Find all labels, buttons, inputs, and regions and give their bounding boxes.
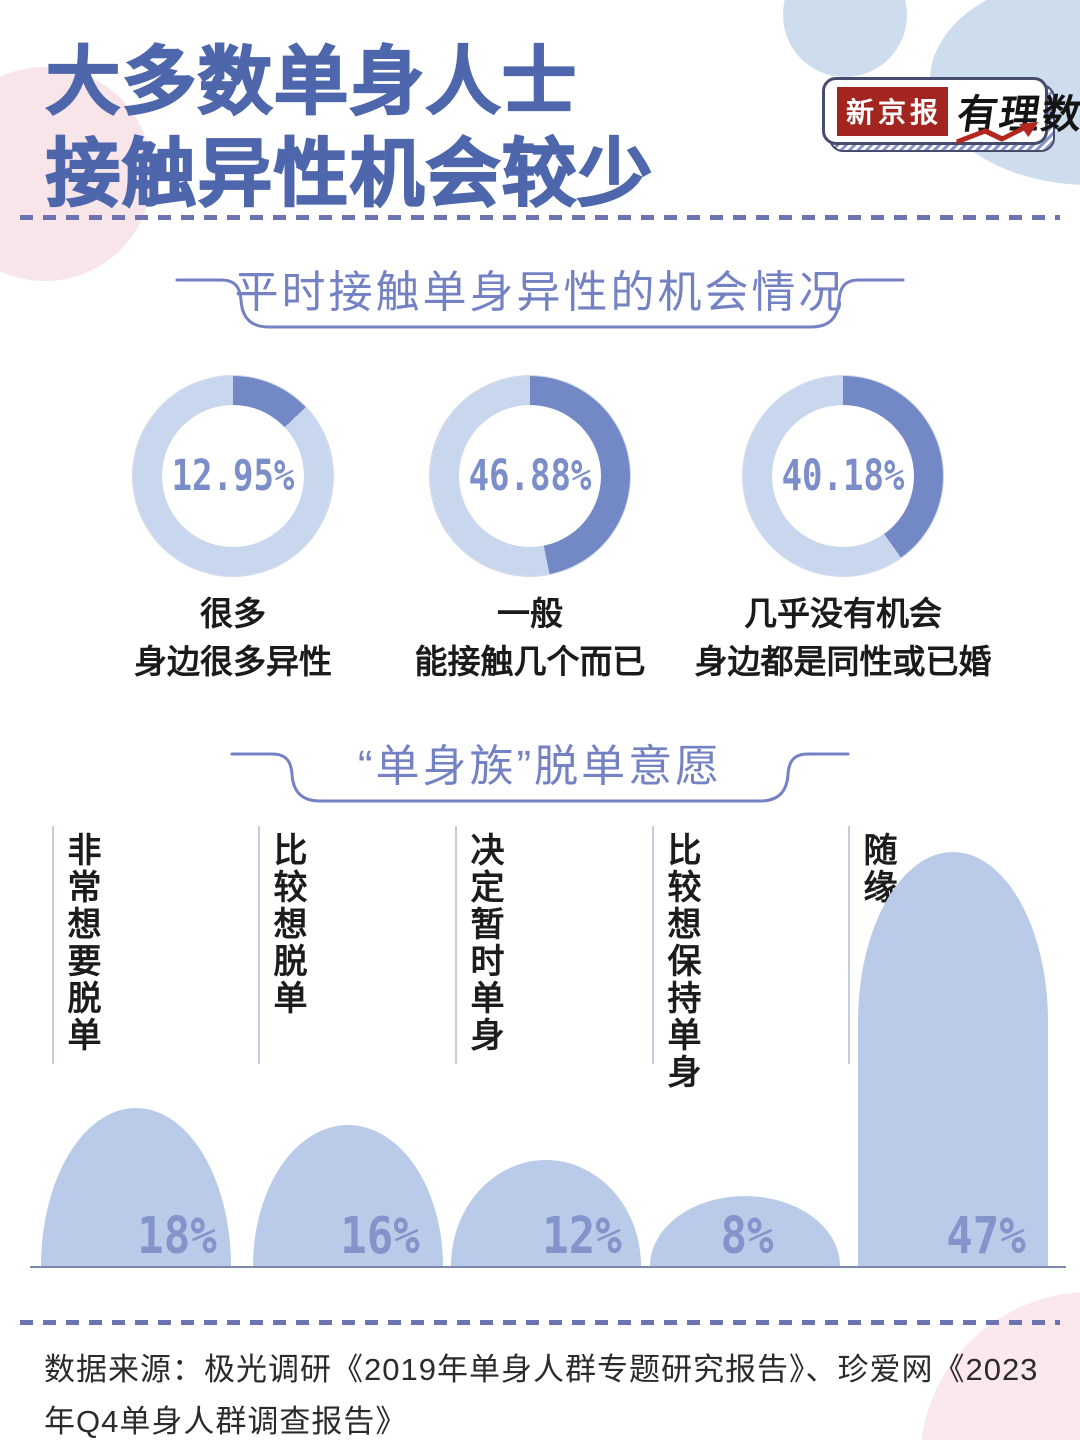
guide-line <box>455 826 457 1064</box>
donut-ring-1: 12.95% <box>133 376 333 576</box>
logo-sub-brand: 有理数 <box>954 82 1080 145</box>
guide-line <box>652 826 654 1064</box>
donut-chart-3: 40.18% 几乎没有机会 身边都是同性或已婚 <box>693 376 993 686</box>
bracket-decoration <box>175 278 905 329</box>
divider-top <box>20 215 1060 220</box>
logo-box: 新京报 有理数 <box>822 77 1080 145</box>
section-2-header: “单身族”脱单意愿 <box>230 724 850 816</box>
guide-line <box>848 826 850 1064</box>
bar-value-label-3: 12% <box>542 1207 622 1266</box>
data-source: 数据来源：极光调研《2019年单身人群专题研究报告》、珍爱网《2023年Q4单身… <box>44 1352 1039 1439</box>
category-label-3: 决定暂时单身 <box>465 832 503 1054</box>
category-label-4: 比较想保持单身 <box>662 832 700 1091</box>
page-title-line1: 大多数单身人士 <box>45 39 578 124</box>
donut-chart-1: 12.95% 很多 身边很多异性 <box>83 376 383 686</box>
section-1-title: 平时接触单身异性的机会情况 <box>234 268 846 317</box>
publisher-logo: 新京报 有理数 <box>822 77 1080 152</box>
bar-value-label-5: 47% <box>946 1207 1026 1266</box>
bar-value-label-1: 18% <box>137 1207 217 1266</box>
page-title: 大多数单身人士 接触异性机会较少 <box>45 36 654 220</box>
bracket-decoration <box>230 752 850 803</box>
guide-line <box>52 826 54 1064</box>
donut-label-3: 几乎没有机会 身边都是同性或已婚 <box>694 595 992 680</box>
logo-brand: 新京报 <box>837 86 949 136</box>
trend-arrow-icon <box>956 122 1039 145</box>
donut-label-1: 很多 身边很多异性 <box>134 595 332 680</box>
category-label-1: 非常想要脱单 <box>62 832 100 1054</box>
donut-chart-2: 46.88% 一般 能接触几个而已 <box>380 376 680 686</box>
category-label-2: 比较想脱单 <box>268 832 306 1017</box>
guide-line <box>258 826 260 1064</box>
donut-hole-2: 46.88% <box>459 405 601 547</box>
bg-circle-blue-top <box>783 0 907 77</box>
donut-hole-3: 40.18% <box>772 405 914 547</box>
dome-bar-5 <box>858 852 1048 1266</box>
donut-value-2: 46.88% <box>468 451 592 501</box>
donut-hole-1: 12.95% <box>162 405 304 547</box>
donut-ring-3: 40.18% <box>743 376 943 576</box>
bar-value-label-2: 16% <box>340 1207 420 1266</box>
donut-label-2: 一般 能接触几个而已 <box>414 595 646 680</box>
divider-bottom <box>20 1320 1060 1325</box>
donut-value-1: 12.95% <box>171 451 295 501</box>
dome-bar-chart: 非常想要脱单 比较想脱单 决定暂时单身 比较想保持单身 随缘 18% 16% 1… <box>30 826 1066 1268</box>
donut-ring-2: 46.88% <box>430 376 630 576</box>
donut-value-3: 40.18% <box>781 451 905 501</box>
section-2-title: “单身族”脱单意愿 <box>357 742 723 791</box>
bar-value-label-4: 8% <box>720 1207 774 1266</box>
page-title-line2: 接触异性机会较少 <box>45 131 654 216</box>
section-1-header: 平时接触单身异性的机会情况 <box>175 250 905 342</box>
